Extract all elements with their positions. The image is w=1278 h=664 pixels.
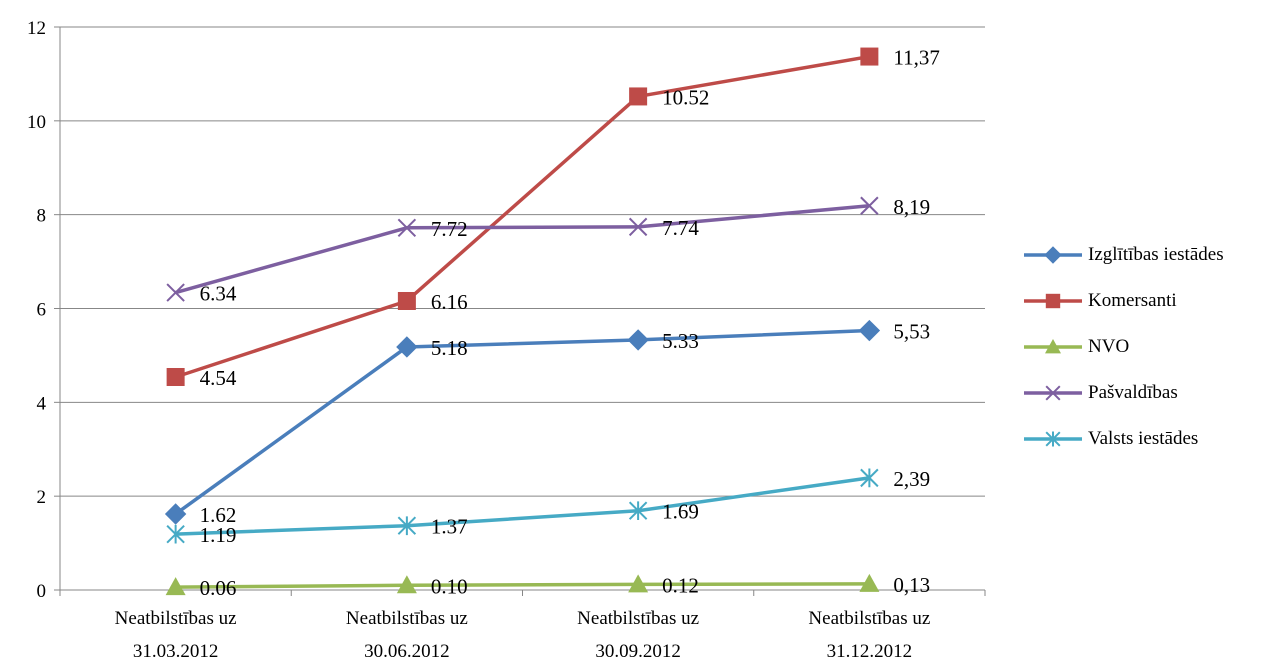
legend-item: Valsts iestādes — [1022, 416, 1224, 462]
x-tick-label: Neatbilstības uz 31.12.2012 — [808, 608, 930, 662]
data-label: 0.06 — [200, 576, 237, 600]
data-label: 10.52 — [662, 85, 709, 109]
data-point-marker — [859, 573, 880, 592]
legend-swatch — [1024, 293, 1082, 309]
data-point-marker — [397, 218, 417, 238]
data-point-marker — [164, 503, 187, 525]
data-point-marker — [166, 524, 185, 544]
data-label: 0,13 — [893, 573, 930, 597]
legend-label: NVO — [1088, 336, 1130, 357]
legend-marker — [1045, 385, 1061, 401]
data-point-marker — [860, 47, 879, 66]
data-labels: 1.62 5.18 5.33 5,53 4.54 6.16 10.52 11,37 0.06 0.… — [200, 46, 940, 601]
data-label: 5.33 — [662, 329, 699, 353]
legend-swatch — [1024, 385, 1082, 401]
data-point-marker — [166, 367, 185, 386]
data-label: 4.54 — [200, 366, 237, 390]
data-point-marker — [627, 329, 649, 351]
series-4 — [166, 468, 879, 544]
legend-item: Izglītības iestādes — [1022, 232, 1224, 278]
series-line — [175, 54, 870, 379]
legend-marker — [1045, 431, 1061, 447]
x-tick-label: Neatbilstības uz 30.09.2012 — [577, 608, 699, 662]
legend-marker — [1044, 246, 1062, 264]
data-label: 1.69 — [662, 500, 699, 524]
x-tick-label: Neatbilstības uz 31.03.2012 — [115, 608, 237, 662]
legend-swatch — [1024, 431, 1082, 447]
data-label: 1.19 — [200, 523, 237, 547]
series-3 — [166, 196, 879, 302]
data-point-marker — [396, 575, 417, 594]
data-point-marker — [628, 501, 648, 521]
y-tick-label: 8 — [37, 206, 47, 227]
data-point-marker — [860, 196, 879, 215]
data-label: 11,37 — [893, 46, 939, 70]
data-point-marker — [397, 291, 416, 310]
data-label: 7.74 — [662, 216, 699, 240]
data-label: 1.62 — [200, 503, 237, 527]
data-point-marker — [858, 319, 881, 342]
series-line — [175, 204, 870, 295]
y-tick-label: 6 — [37, 300, 47, 321]
data-label: 6.16 — [431, 290, 468, 314]
data-point-marker — [628, 217, 648, 237]
y-tick-label: 10 — [27, 112, 46, 133]
legend-marker — [1045, 339, 1061, 354]
y-tick-labels: 0 2 4 6 8 10 12 — [27, 18, 47, 602]
gridlines — [60, 26, 985, 497]
data-label: 0.10 — [431, 574, 468, 598]
legend-item: NVO — [1022, 324, 1224, 370]
series-line — [174, 328, 870, 516]
x-tick-labels: Neatbilstības uz 31.03.2012 Neatbilstības … — [115, 608, 931, 662]
data-point-marker — [629, 87, 648, 106]
data-label: 7.72 — [431, 217, 468, 241]
y-tick-label: 4 — [37, 393, 47, 414]
data-point-marker — [396, 336, 418, 358]
legend-label: Izglītības iestādes — [1088, 244, 1224, 265]
legend-swatch — [1024, 339, 1082, 354]
y-tick-label: 0 — [37, 581, 47, 602]
series-group — [164, 47, 881, 596]
legend-label: Valsts iestādes — [1088, 428, 1199, 449]
data-label: 8,19 — [893, 195, 930, 219]
y-tick-label: 2 — [37, 487, 47, 508]
data-label: 1.37 — [431, 515, 468, 539]
data-point-marker — [860, 468, 879, 488]
data-label: 5,53 — [893, 320, 930, 344]
series-2 — [165, 573, 880, 596]
data-point-marker — [165, 577, 186, 596]
y-tick-label: 12 — [27, 18, 46, 39]
data-label: 2,39 — [893, 467, 930, 491]
legend-swatch — [1024, 246, 1082, 264]
data-label: 0.12 — [662, 573, 699, 597]
legend-item: Komersanti — [1022, 278, 1224, 324]
data-point-marker — [166, 283, 185, 302]
series-0 — [164, 319, 881, 525]
series-line — [175, 476, 870, 536]
data-point-marker — [628, 574, 649, 593]
axes — [54, 26, 986, 596]
series-line — [175, 582, 870, 589]
legend-label: Komersanti — [1088, 290, 1177, 311]
legend-item: Pašvaldības — [1022, 370, 1224, 416]
data-label: 5.18 — [431, 336, 468, 360]
x-tick-label: Neatbilstības uz 30.06.2012 — [346, 608, 468, 662]
series-1 — [166, 47, 879, 386]
data-label: 6.34 — [200, 282, 237, 306]
legend-marker — [1045, 293, 1061, 309]
legend-label: Pašvaldības — [1088, 382, 1178, 403]
data-point-marker — [397, 516, 417, 536]
legend: Izglītības iestādes Komersanti NVO Pašvaldī… — [1022, 232, 1224, 462]
